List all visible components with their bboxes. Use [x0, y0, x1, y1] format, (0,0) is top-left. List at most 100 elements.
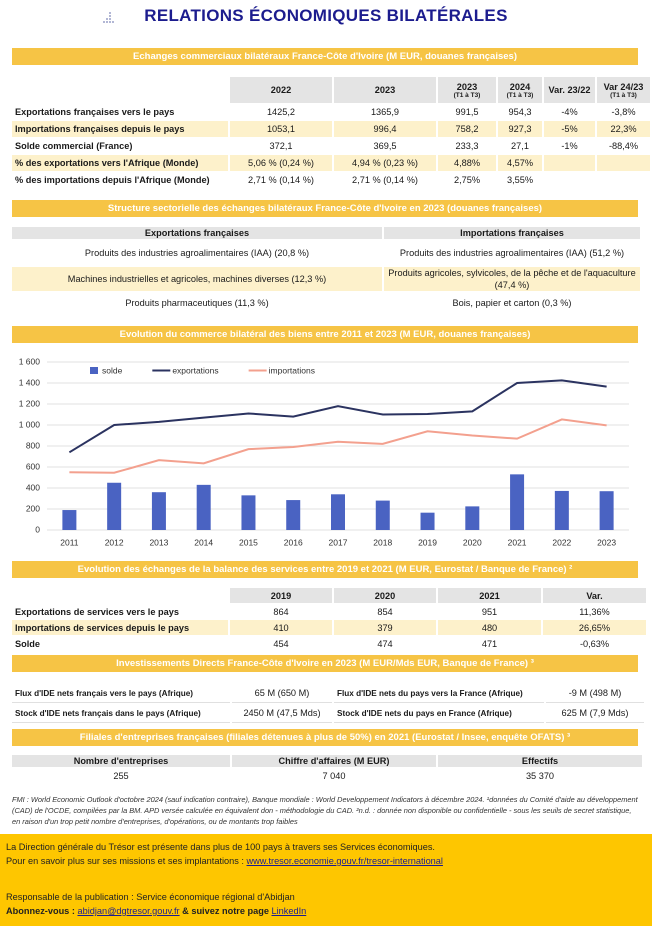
bar — [599, 491, 614, 530]
page-title: RELATIONS ÉCONOMIQUES BILATÉRALES — [144, 6, 508, 25]
column-label: 2023 — [374, 85, 396, 95]
bar — [465, 506, 480, 530]
subsidiaries-table: Nombre d'entreprises Chiffre d'affaires (… — [10, 754, 644, 784]
cell — [544, 155, 595, 171]
link[interactable]: www.tresor.economie.gouv.fr/tresor-inter… — [246, 856, 443, 866]
column-header: 2022 — [230, 77, 332, 103]
x-tick-label: 2023 — [597, 537, 616, 547]
chart: 0 200 400 600 800 1 000 1 200 1 400 1 600 2011 201… — [19, 356, 629, 547]
bar — [107, 482, 122, 530]
section-header: Evolution du commerce bilatéral des bien… — [12, 326, 638, 343]
row-label: Importations françaises depuis le pays — [12, 121, 228, 137]
column-header: Chiffre d'affaires (M EUR) — [232, 755, 436, 767]
row-label: Flux d'IDE nets du pays vers la France (… — [334, 684, 544, 703]
linkedin-link[interactable]: LinkedIn — [271, 906, 307, 916]
cell: 11,36% — [579, 606, 610, 617]
column-label: 2023 — [456, 81, 478, 92]
cell: 854 — [377, 606, 393, 617]
column-header: 2019 — [230, 588, 332, 603]
column-header: Importations françaises — [384, 227, 640, 239]
table-row: Machines industrielles et agricoles, mac… — [12, 267, 640, 291]
cell: -0,63% — [579, 638, 610, 649]
column-label: Var 24/23 — [603, 81, 644, 92]
header-row: 2022 2023 2023 (T1 à T3) 2024 (T1 à T3) Var. 2… — [12, 77, 650, 103]
column-header: Effectifs — [438, 755, 642, 767]
table-row: Importations de services depuis le pays 4… — [12, 620, 646, 635]
line — [68, 379, 607, 454]
column-label: Var. 23/22 — [548, 85, 591, 95]
table-row: % des importations depuis l'Afrique (Mon… — [12, 172, 650, 188]
row-label: Stock d'IDE nets français dans le pays (… — [12, 704, 230, 723]
column-header: Nombre d'entreprises — [12, 755, 230, 767]
bar — [375, 500, 390, 530]
cell: 474 — [377, 638, 393, 649]
header-row: 2019 2020 2021 Var. — [12, 588, 646, 603]
logo — [103, 12, 114, 23]
column-header: 2023 — [334, 77, 436, 103]
sectors-table-wrap: Exportations françaises Importations fran… — [12, 226, 640, 315]
footer: La Direction générale du Trésor est prés… — [0, 834, 652, 926]
column-sub: (T1 à T3) — [610, 91, 637, 99]
x-tick-label: 2022 — [552, 537, 571, 547]
email-link[interactable]: abidjan@dgtresor.gouv.fr — [77, 906, 180, 916]
cell: 954,3 — [508, 107, 532, 117]
services-table: 2019 2020 2021 Var. Exportations de services… — [10, 587, 648, 652]
cell — [597, 172, 650, 188]
label: Abonnez-vous : — [6, 906, 78, 916]
cell: -3,8% — [611, 107, 636, 117]
footer-presence: La Direction générale du Trésor est prés… — [6, 842, 435, 852]
table-row: Solde commercial (France) 372,1 369,5 233,3… — [12, 138, 650, 154]
cell: 27,1 — [511, 141, 529, 151]
column-label: 2024 — [509, 81, 531, 92]
bar — [151, 492, 166, 530]
cell: Produits des industries agroalimentaires… — [84, 248, 310, 258]
cell: 255 — [113, 770, 129, 781]
table-row: 255 7 040 35 370 — [12, 768, 642, 783]
cell: Produits pharmaceutiques (11,3 %) — [125, 298, 269, 308]
footer-subscribe: Abonnez-vous : abidjan@dgtresor.gouv.fr … — [6, 906, 306, 916]
footnote: FMI : World Economic Outlook d'octobre 2… — [12, 795, 638, 826]
row-label: Importations de services depuis le pays — [12, 620, 228, 635]
column-header: Exportations françaises — [12, 227, 382, 239]
y-tick-label: 0 — [35, 524, 40, 534]
x-tick-label: 2014 — [194, 537, 213, 547]
cell: 951 — [481, 606, 498, 617]
cell: 5,06 % (0,24 %) — [230, 155, 332, 171]
cell: 369,5 — [373, 141, 397, 151]
bar — [196, 484, 211, 530]
column-header: Var. — [543, 588, 646, 603]
cell: 4,88% — [438, 155, 496, 171]
cell: 2,71 % (0,14 %) — [248, 175, 314, 185]
table-row: Flux d'IDE nets français vers le pays (A… — [12, 684, 644, 703]
trade-table: 2022 2023 2023 (T1 à T3) 2024 (T1 à T3) Var. 2… — [10, 76, 652, 189]
x-tick-label: 2012 — [105, 537, 124, 547]
x-tick-label: 2021 — [508, 537, 527, 547]
table-row: Exportations françaises vers le pays 1425… — [12, 104, 650, 120]
cell — [544, 172, 595, 188]
column-header: Var 24/23 (T1 à T3) — [597, 77, 650, 103]
column-header: 2023 (T1 à T3) — [438, 77, 496, 103]
cell: 372,1 — [269, 141, 293, 151]
cell: 22,3% — [597, 121, 650, 137]
text: Pour en savoir plus sur ses missions et … — [6, 856, 247, 866]
section-header: Investissements Directs France-Côte d'Iv… — [12, 655, 638, 672]
bar — [62, 510, 77, 530]
bar — [241, 495, 256, 530]
cell: -1% — [561, 141, 578, 151]
cell: Produits agricoles, sylvicoles, de la pê… — [384, 267, 640, 291]
row-label: Flux d'IDE nets français vers le pays (A… — [12, 684, 230, 703]
y-tick-label: 1 000 — [19, 419, 41, 429]
cell: 2,71 % (0,14 %) — [352, 175, 418, 185]
row-label: Solde — [15, 638, 41, 649]
x-tick-label: 2011 — [60, 537, 79, 547]
cell: Produits des industries agroalimentaires… — [399, 248, 625, 258]
table-row: Exportations de services vers le pays 864… — [12, 604, 646, 619]
cell: Machines industrielles et agricoles, mac… — [12, 267, 382, 291]
subsidiaries-table-wrap: Nombre d'entreprises Chiffre d'affaires (… — [12, 754, 642, 784]
line — [69, 418, 607, 474]
cell: 2450 M (47,5 Mds) — [232, 704, 332, 723]
cell: 1365,9 — [370, 107, 400, 117]
trade-table-wrap: 2022 2023 2023 (T1 à T3) 2024 (T1 à T3) Var. 2… — [12, 76, 650, 189]
section-header: Filiales d'entreprises françaises (filia… — [12, 729, 638, 746]
